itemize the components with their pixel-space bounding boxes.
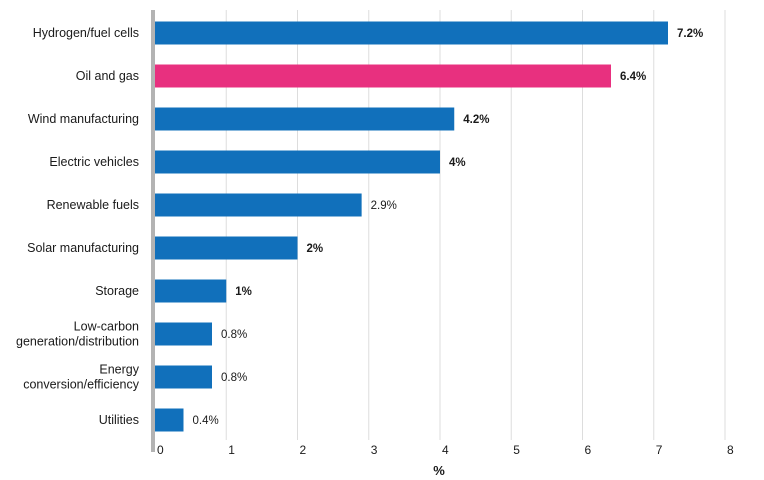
category-label-7: Low-carbon generation/distribution xyxy=(16,320,139,349)
bar-6 xyxy=(155,279,227,303)
x-axis-title: % xyxy=(433,463,445,478)
category-label-line: conversion/efficiency xyxy=(23,378,140,392)
bar-9 xyxy=(155,408,184,432)
category-label-4: Renewable fuels xyxy=(47,198,139,212)
category-label-line: Hydrogen/fuel cells xyxy=(33,26,139,40)
value-label-6: 1% xyxy=(235,286,252,298)
y-axis-line xyxy=(151,10,155,452)
x-tick-5: 5 xyxy=(513,443,520,457)
category-label-line: Renewable fuels xyxy=(47,198,139,212)
value-label-1: 6.4% xyxy=(620,71,646,83)
category-label-3: Electric vehicles xyxy=(49,155,139,169)
category-label-2: Wind manufacturing xyxy=(28,112,139,126)
bar-7 xyxy=(155,322,212,346)
category-label-1: Oil and gas xyxy=(76,69,139,83)
category-label-line: Energy xyxy=(99,363,139,377)
value-label-8: 0.8% xyxy=(221,372,247,384)
value-label-3: 4% xyxy=(449,157,466,169)
bars xyxy=(155,21,668,432)
value-label-2: 4.2% xyxy=(463,114,489,126)
bar-3 xyxy=(155,150,440,174)
category-label-0: Hydrogen/fuel cells xyxy=(33,26,139,40)
bar-8 xyxy=(155,365,212,389)
value-labels: 7.2% 6.4% 4.2% 4% 2.9% 2% 1% 0.8% 0.8% 0.4% xyxy=(193,28,704,427)
category-label-line: Solar manufacturing xyxy=(27,241,139,255)
category-label-line: Low-carbon xyxy=(74,320,139,334)
value-label-5: 2% xyxy=(307,243,324,255)
category-label-line: generation/distribution xyxy=(16,335,139,349)
category-label-8: Energy conversion/efficiency xyxy=(23,363,140,392)
x-tick-labels: 0 1 2 3 4 5 6 7 8 xyxy=(157,443,734,457)
x-tick-6: 6 xyxy=(585,443,592,457)
category-label-line: Electric vehicles xyxy=(49,155,139,169)
value-label-7: 0.8% xyxy=(221,329,247,341)
bar-5 xyxy=(155,236,298,260)
category-label-6: Storage xyxy=(95,284,139,298)
category-label-line: Utilities xyxy=(99,413,139,427)
category-label-line: Storage xyxy=(95,284,139,298)
value-label-4: 2.9% xyxy=(371,200,397,212)
bar-4 xyxy=(155,193,362,217)
bar-0 xyxy=(155,21,668,45)
category-labels: Hydrogen/fuel cells Oil and gas Wind manuf… xyxy=(16,26,140,427)
x-tick-4: 4 xyxy=(442,443,449,457)
category-label-line: Oil and gas xyxy=(76,69,139,83)
x-tick-2: 2 xyxy=(300,443,307,457)
x-tick-1: 1 xyxy=(228,443,235,457)
bar-2 xyxy=(155,107,455,131)
value-label-9: 0.4% xyxy=(193,415,219,427)
x-tick-8: 8 xyxy=(727,443,734,457)
x-tick-3: 3 xyxy=(371,443,378,457)
category-label-9: Utilities xyxy=(99,413,139,427)
category-label-5: Solar manufacturing xyxy=(27,241,139,255)
value-label-0: 7.2% xyxy=(677,28,703,40)
x-tick-0: 0 xyxy=(157,443,164,457)
bar-1 xyxy=(155,64,611,88)
x-tick-7: 7 xyxy=(656,443,663,457)
category-label-line: Wind manufacturing xyxy=(28,112,139,126)
